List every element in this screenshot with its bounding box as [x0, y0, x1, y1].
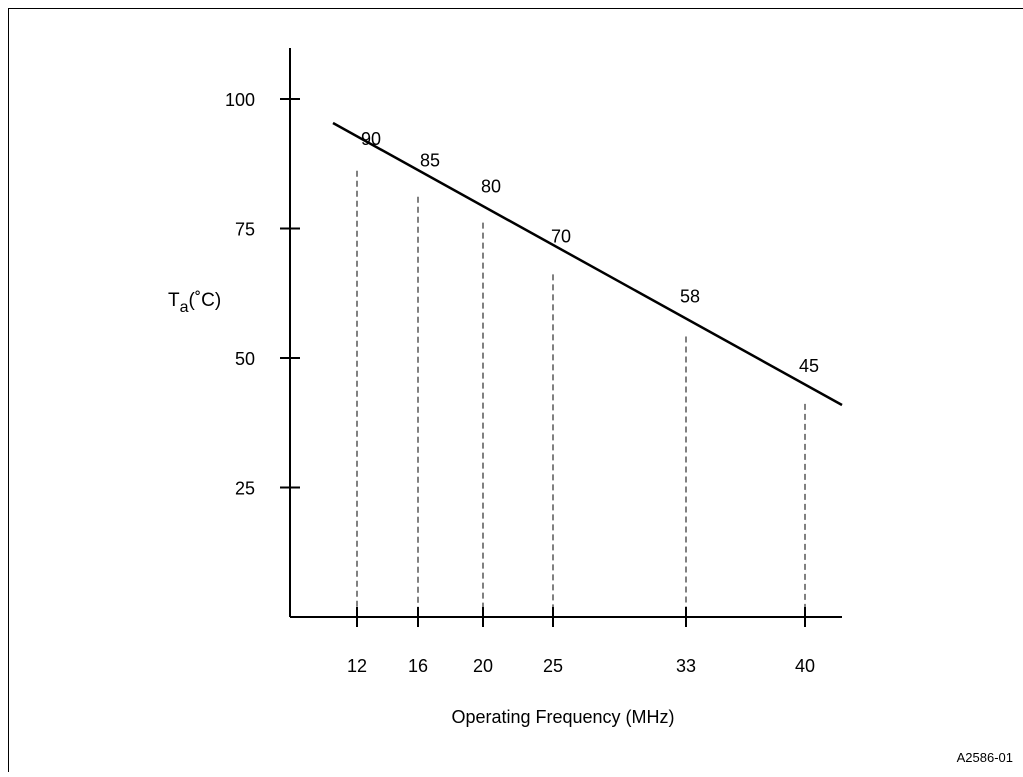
y-tick-label: 25 — [235, 479, 255, 499]
x-tick-label: 25 — [543, 656, 563, 676]
drop-lines — [357, 171, 805, 607]
data-label: 45 — [799, 356, 819, 376]
x-tick-label: 20 — [473, 656, 493, 676]
data-label: 90 — [361, 129, 381, 149]
y-tick-label: 75 — [235, 220, 255, 240]
x-tick-label: 33 — [676, 656, 696, 676]
data-label: 85 — [420, 151, 440, 171]
x-tick-label: 12 — [347, 656, 367, 676]
data-label: 70 — [551, 226, 571, 246]
y-tick-label: 50 — [235, 349, 255, 369]
data-label: 58 — [680, 287, 700, 307]
data-labels: 90 85 80 70 58 45 — [361, 129, 819, 376]
figure-id: A2586-01 — [957, 750, 1013, 765]
series-line — [333, 123, 842, 405]
data-line — [333, 123, 842, 405]
x-axis-title: Operating Frequency (MHz) — [451, 707, 674, 727]
x-tick-label: 40 — [795, 656, 815, 676]
y-ticks: 25 50 75 100 — [225, 90, 300, 499]
x-tick-label: 16 — [408, 656, 428, 676]
y-axis-title: Ta(˚C) — [168, 290, 221, 316]
data-label: 80 — [481, 177, 501, 197]
y-tick-label: 100 — [225, 90, 255, 110]
